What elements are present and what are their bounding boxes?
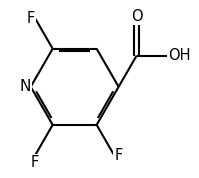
Text: F: F	[27, 11, 35, 26]
Text: OH: OH	[168, 48, 191, 63]
Text: O: O	[131, 9, 142, 24]
Text: N: N	[19, 79, 31, 94]
Text: F: F	[114, 148, 122, 163]
Text: F: F	[31, 155, 39, 170]
